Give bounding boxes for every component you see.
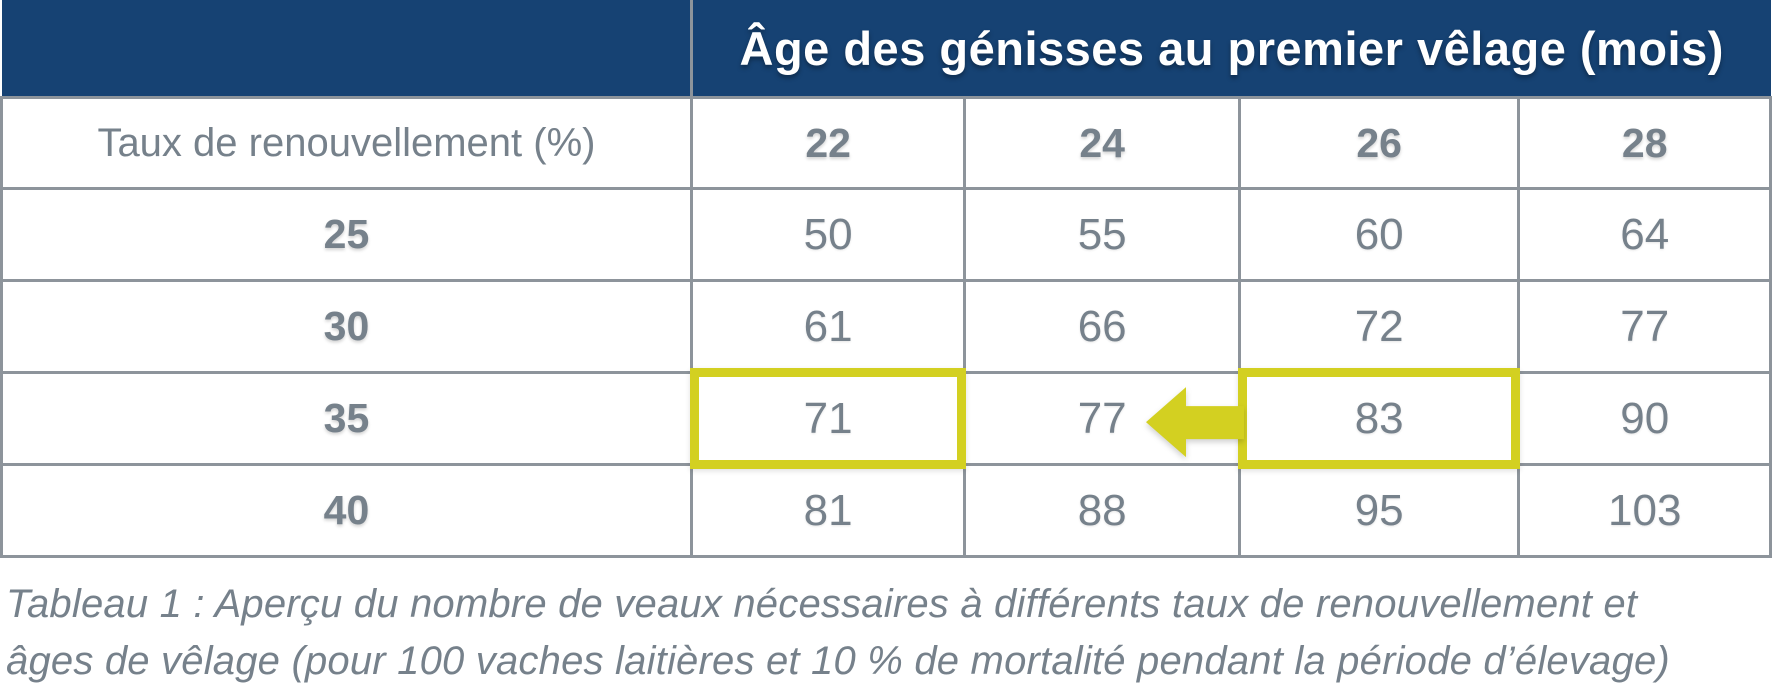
col-header-26: 26: [1237, 96, 1521, 190]
cell-35-24: 77: [963, 371, 1244, 466]
row-header-30: 30: [0, 279, 693, 374]
corner-blank-cell: [1, 0, 693, 99]
cell-35-22-value: 71: [803, 393, 853, 443]
caption-line-2: âges de vêlage (pour 100 vaches laitière…: [6, 638, 1670, 683]
cell-35-26: 83: [1237, 368, 1521, 469]
table-header-band: Âge des génisses au premier vêlage (mois…: [1, 0, 1771, 99]
cell-30-24: 66: [963, 279, 1241, 374]
caption-line-1: Tableau 1 : Aperçu du nombre de veaux né…: [6, 582, 1638, 626]
cell-25-24: 55: [963, 187, 1241, 282]
left-arrow-icon: [1145, 383, 1244, 461]
table-row-25: 25 50 55 60 64: [0, 187, 1772, 282]
cell-40-28: 103: [1517, 463, 1772, 558]
cell-35-26-value: 83: [1354, 393, 1404, 443]
table-title: Âge des génisses au premier vêlage (mois…: [689, 0, 1771, 99]
calving-age-table: Âge des génisses au premier vêlage (mois…: [0, 0, 1772, 558]
cell-30-26: 72: [1237, 279, 1521, 374]
row-header-35: 35: [0, 371, 693, 466]
cell-30-22: 61: [689, 279, 967, 374]
table-row-30: 30 61 66 72 77: [0, 279, 1772, 374]
col-header-24: 24: [963, 96, 1241, 190]
cell-40-22: 81: [689, 463, 967, 558]
cell-35-28: 90: [1517, 371, 1772, 466]
cell-40-26: 95: [1237, 463, 1521, 558]
row-header-25: 25: [0, 187, 693, 282]
corner-label: Taux de renouvellement (%): [0, 96, 693, 190]
table-row-40: 40 81 88 95 103: [0, 463, 1772, 558]
cell-35-22: 71: [689, 368, 967, 469]
cell-25-26: 60: [1237, 187, 1521, 282]
cell-30-28: 77: [1517, 279, 1772, 374]
table-caption: Tableau 1 : Aperçu du nombre de veaux né…: [6, 576, 1772, 690]
table-row-35: 35 71 77 83 90: [0, 368, 1772, 469]
row-header-40: 40: [0, 463, 693, 558]
col-header-22: 22: [689, 96, 967, 190]
column-header-row: Taux de renouvellement (%) 22 24 26 28: [0, 96, 1772, 190]
cell-25-22: 50: [689, 187, 967, 282]
cell-40-24: 88: [963, 463, 1241, 558]
cell-35-24-value: 77: [1077, 393, 1127, 443]
col-header-28: 28: [1517, 96, 1772, 190]
cell-25-28: 64: [1517, 187, 1772, 282]
